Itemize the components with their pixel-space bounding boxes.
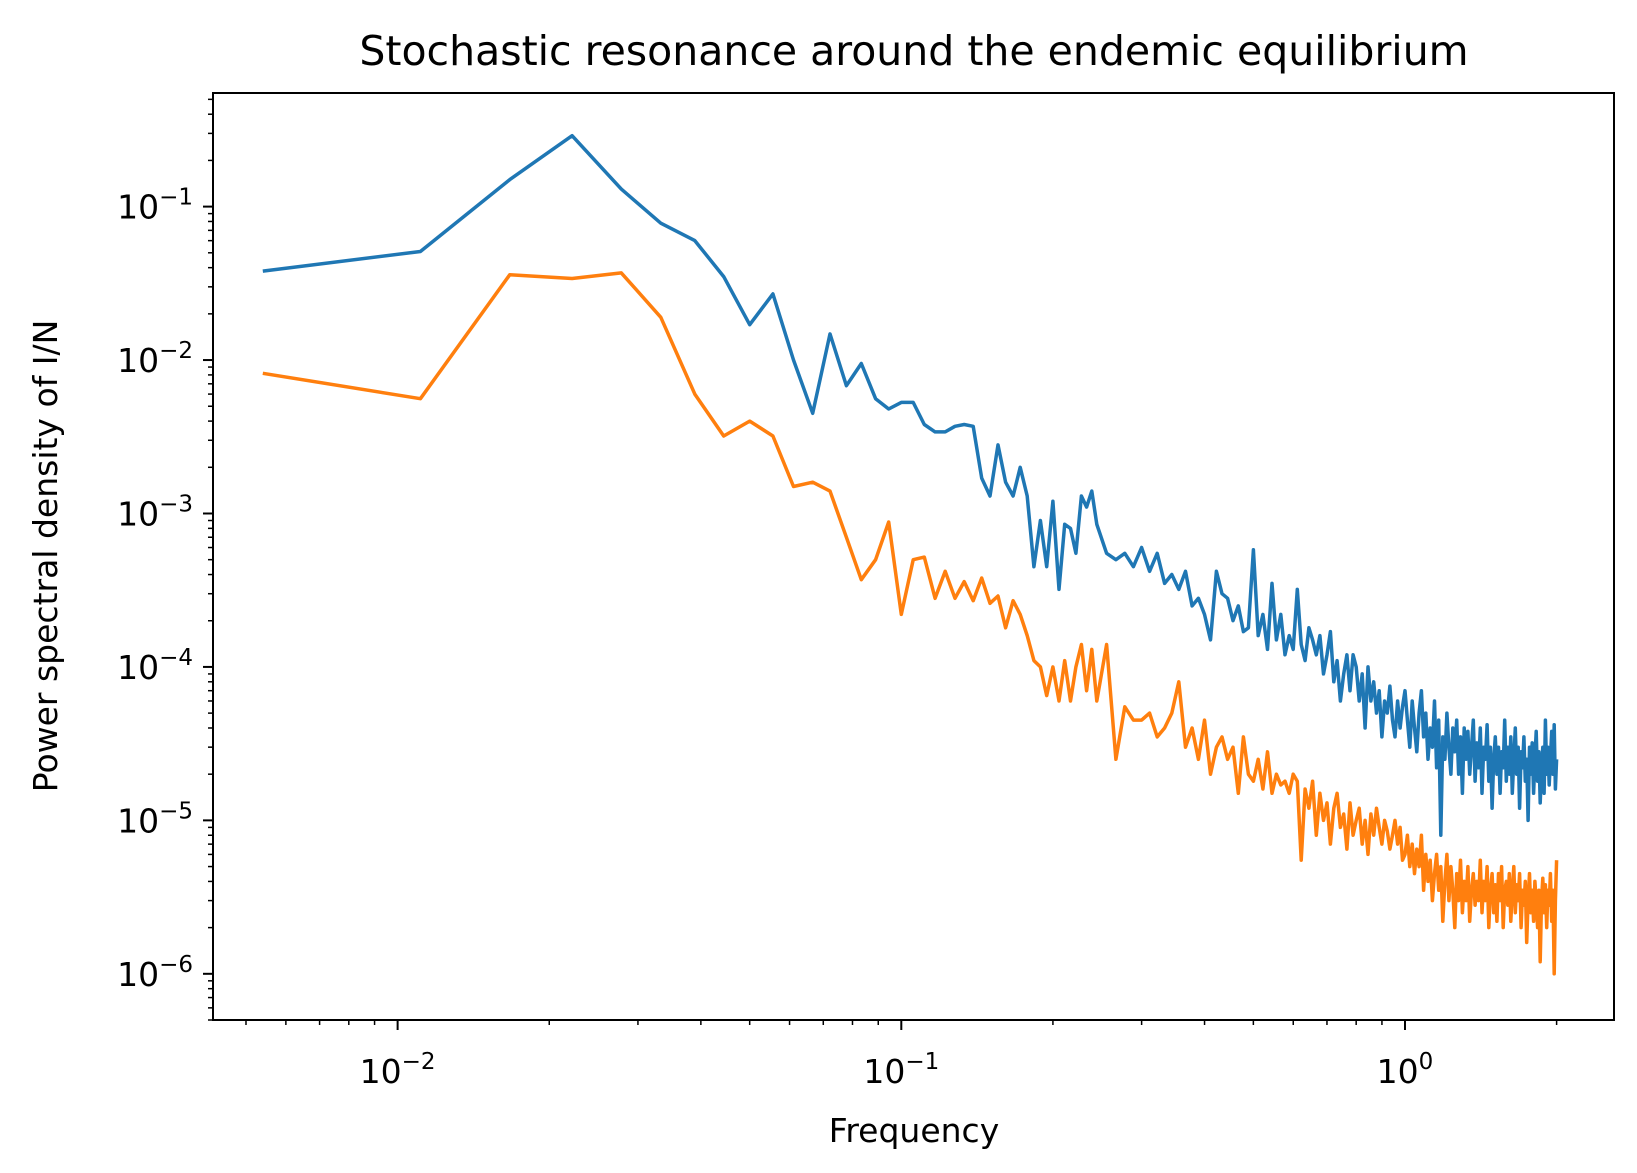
axis-ticks: 10−2 10−1 100 10−1 10−2 10−3 10−4 10−5 10−6 (117, 98, 1558, 1091)
plot-frame (212, 92, 1615, 1021)
series-line-1 (262, 133, 1559, 837)
y-tick-label: 10−5 (117, 798, 193, 840)
y-tick-label: 10−1 (117, 185, 193, 227)
x-tick-label: 10−2 (360, 1049, 436, 1091)
x-tick-label: 100 (1377, 1049, 1434, 1091)
y-tick-label: 10−6 (117, 952, 193, 994)
chart-title: Stochastic resonance around the endemic … (359, 27, 1468, 75)
y-axis-label: Power spectral density of I/N (26, 320, 65, 793)
series-layer (262, 133, 1559, 976)
y-tick-label: 10−4 (117, 645, 193, 687)
x-tick-label: 10−1 (863, 1049, 939, 1091)
y-tick-label: 10−3 (117, 491, 193, 533)
x-axis-label: Frequency (829, 1111, 999, 1150)
series-line-2 (262, 271, 1559, 976)
y-tick-label: 10−2 (117, 338, 193, 380)
